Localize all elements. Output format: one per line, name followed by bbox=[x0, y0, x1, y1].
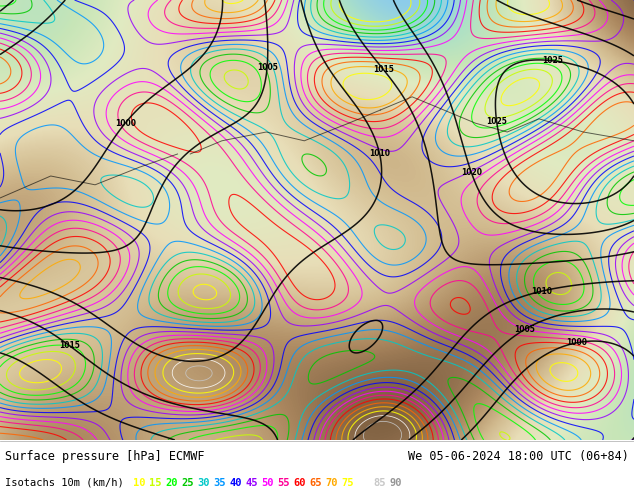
Text: 1005: 1005 bbox=[257, 63, 278, 72]
Text: 30: 30 bbox=[197, 477, 210, 488]
Text: 25: 25 bbox=[181, 477, 194, 488]
Text: 35: 35 bbox=[213, 477, 226, 488]
Text: 1015: 1015 bbox=[373, 66, 394, 74]
Text: 60: 60 bbox=[294, 477, 306, 488]
Text: 1010: 1010 bbox=[369, 149, 390, 158]
Text: 1000: 1000 bbox=[566, 338, 587, 347]
Point bbox=[0, 436, 5, 444]
Text: 1025: 1025 bbox=[542, 56, 563, 65]
Text: 1015: 1015 bbox=[60, 342, 81, 350]
Text: 85: 85 bbox=[373, 477, 385, 488]
Point bbox=[0, 436, 5, 444]
Text: 45: 45 bbox=[245, 477, 258, 488]
Text: 10: 10 bbox=[133, 477, 146, 488]
Text: We 05-06-2024 18:00 UTC (06+84): We 05-06-2024 18:00 UTC (06+84) bbox=[408, 450, 629, 463]
Text: 1025: 1025 bbox=[486, 118, 507, 126]
Text: 20: 20 bbox=[165, 477, 178, 488]
Text: 80: 80 bbox=[357, 477, 370, 488]
Point bbox=[0, 436, 5, 444]
Text: 50: 50 bbox=[261, 477, 274, 488]
Text: 1010: 1010 bbox=[531, 287, 552, 296]
Text: 70: 70 bbox=[325, 477, 338, 488]
Text: 1000: 1000 bbox=[115, 119, 136, 127]
Point bbox=[0, 436, 5, 444]
Text: 40: 40 bbox=[230, 477, 242, 488]
Point bbox=[0, 436, 5, 444]
Text: 55: 55 bbox=[277, 477, 290, 488]
Text: 1005: 1005 bbox=[514, 325, 535, 334]
Text: 75: 75 bbox=[341, 477, 354, 488]
Text: 65: 65 bbox=[309, 477, 321, 488]
Point bbox=[0, 436, 5, 444]
Text: 1020: 1020 bbox=[461, 168, 482, 177]
Text: 15: 15 bbox=[149, 477, 162, 488]
Text: 90: 90 bbox=[389, 477, 402, 488]
Text: Isotachs 10m (km/h): Isotachs 10m (km/h) bbox=[5, 477, 130, 488]
Text: Surface pressure [hPa] ECMWF: Surface pressure [hPa] ECMWF bbox=[5, 450, 205, 463]
